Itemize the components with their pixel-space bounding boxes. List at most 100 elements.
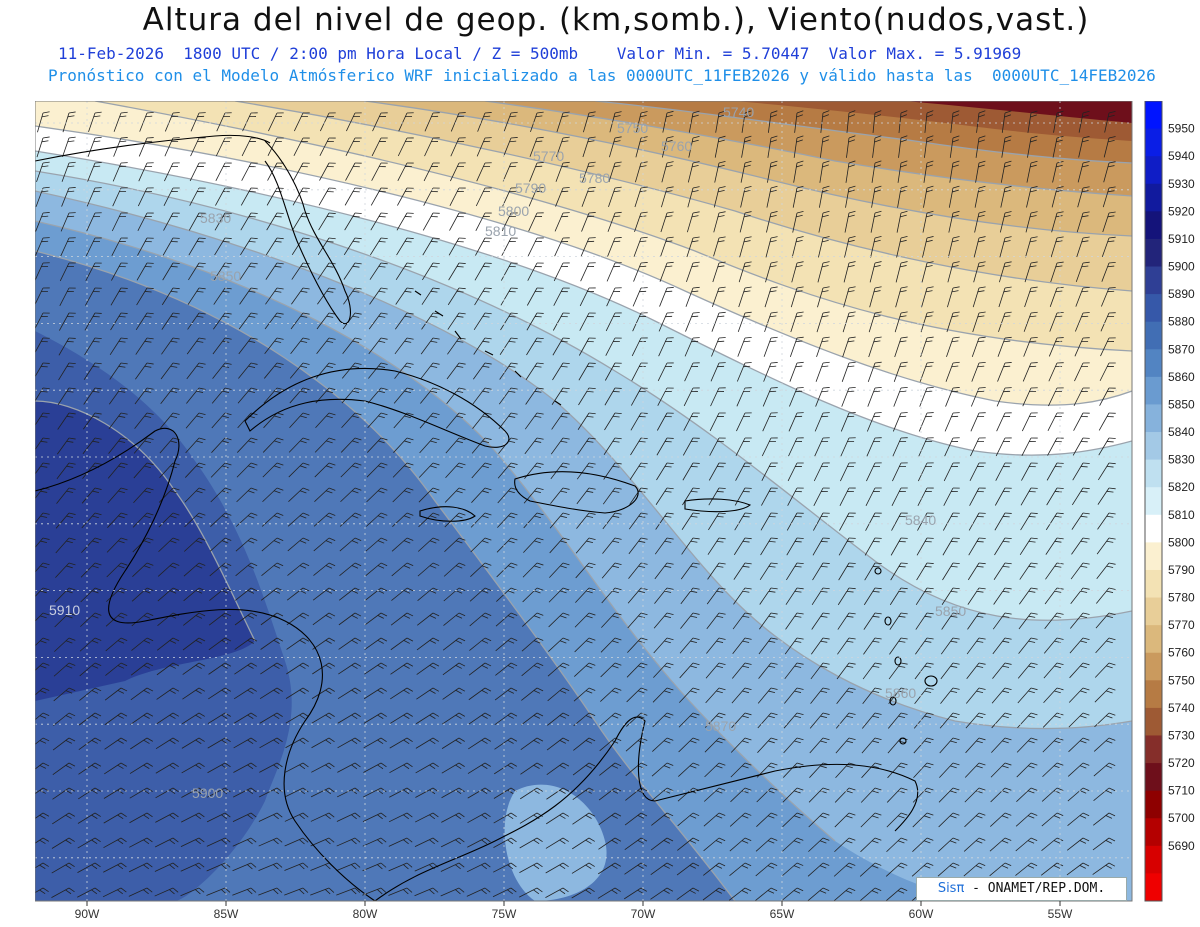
wind-barb [129,762,153,774]
wind-barb [687,186,700,208]
wind-barb [392,462,414,478]
wind-barb [755,837,778,852]
wind-barb [968,512,986,531]
wind-barb [605,312,622,332]
wind-barb [1027,110,1038,133]
wind-barb [599,712,622,727]
wind-barb [659,287,674,307]
wind-barb [782,787,804,803]
wind-barb [651,762,674,777]
wind-barb [285,762,309,773]
graticule [35,101,1132,901]
wind-barb [264,337,284,354]
wind-barb [132,562,154,577]
wind-barb [163,187,180,207]
wind-barb [136,262,154,281]
wind-barb [845,185,856,208]
wind-barb [893,386,908,407]
wind-barb [601,612,622,628]
wind-barb [705,662,726,679]
wind-barb [793,135,804,158]
wind-barb [964,812,986,828]
wind-barb [260,662,284,675]
wind-barb [888,687,908,704]
wind-barb [180,862,205,872]
wind-barb [344,212,362,231]
wind-barb [815,361,830,382]
wind-barb [470,562,492,577]
wind-barb [389,737,413,749]
wind-barb [363,737,387,749]
wind-barb [35,812,50,825]
wind-barb [1071,537,1090,555]
wind-barb [154,887,179,897]
wind-barb [337,712,361,724]
wind-barb [87,136,102,157]
wind-barb [1048,387,1064,407]
wind-barb [366,487,388,503]
colorbar-swatch [1145,432,1162,461]
wind-barb [261,562,284,576]
subtitle-date-line: 11-Feb-2026 1800 UTC / 2:00 pm Hora Loca… [58,44,1022,63]
colorbar-swatch [1145,707,1162,736]
wind-barb [998,311,1012,333]
wind-barb [571,837,595,850]
wind-barb [943,487,960,506]
wind-barb [444,537,466,553]
contour-label: 5860 [885,685,916,701]
wind-barb [810,637,830,655]
wind-barb [1073,387,1090,407]
wind-barb [181,712,205,725]
wind-barb [424,137,440,157]
wind-barb [79,662,102,677]
wind-barb [286,637,310,650]
wind-barb [107,487,128,504]
wind-barb [260,637,284,650]
colorbar-swatch [1145,238,1162,268]
wind-barb [676,887,700,900]
wind-barb [265,262,284,280]
wind-barb [653,662,674,678]
wind-barb [440,837,465,848]
contour-label: 5830 [200,210,231,226]
wind-barb [652,737,674,752]
wind-barb [682,462,700,481]
wind-barb [1051,211,1064,233]
wind-barb [759,587,778,605]
wind-barb [791,261,804,283]
wind-barb [419,412,440,429]
wind-barb [337,737,361,749]
wind-barb [626,712,648,727]
wind-barb [1016,737,1038,753]
wind-barb [627,637,648,653]
wind-barb [736,387,752,407]
wind-barb [860,787,882,803]
wind-barb [109,362,128,380]
wind-barb [520,737,544,750]
wind-barb [290,312,310,330]
wind-barb [471,437,492,454]
wind-barb [263,362,284,379]
wind-barb [843,286,856,308]
wind-barb [582,161,596,183]
wind-barb [915,612,934,630]
wind-barb [88,111,102,133]
wind-barb [939,712,960,729]
wind-barb [106,562,128,578]
wind-barb [1020,487,1038,506]
colorbar-swatch [1145,652,1162,681]
wind-barb [989,862,1012,877]
wind-barb [1074,337,1090,357]
wind-barb [185,412,206,429]
colorbar-label: 5770 [1168,618,1195,632]
wind-barb [868,311,882,333]
wind-barb [1027,135,1038,158]
wind-barb [967,562,986,581]
wind-barb [369,287,388,305]
wind-barb [417,562,440,577]
wind-barb [236,437,258,453]
wind-barb [35,287,50,307]
wind-barb [293,112,310,132]
wind-barb [1015,812,1038,827]
wind-barb [652,712,674,728]
